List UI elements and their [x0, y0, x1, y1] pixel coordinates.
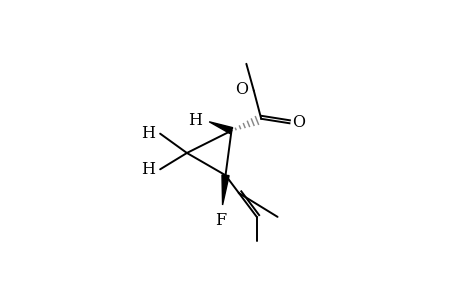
- Text: O: O: [291, 114, 304, 131]
- Polygon shape: [222, 175, 229, 205]
- Text: H: H: [140, 125, 155, 142]
- Text: H: H: [140, 161, 155, 178]
- Polygon shape: [209, 122, 232, 134]
- Text: H: H: [187, 112, 202, 129]
- Text: O: O: [235, 82, 248, 98]
- Text: F: F: [215, 212, 226, 229]
